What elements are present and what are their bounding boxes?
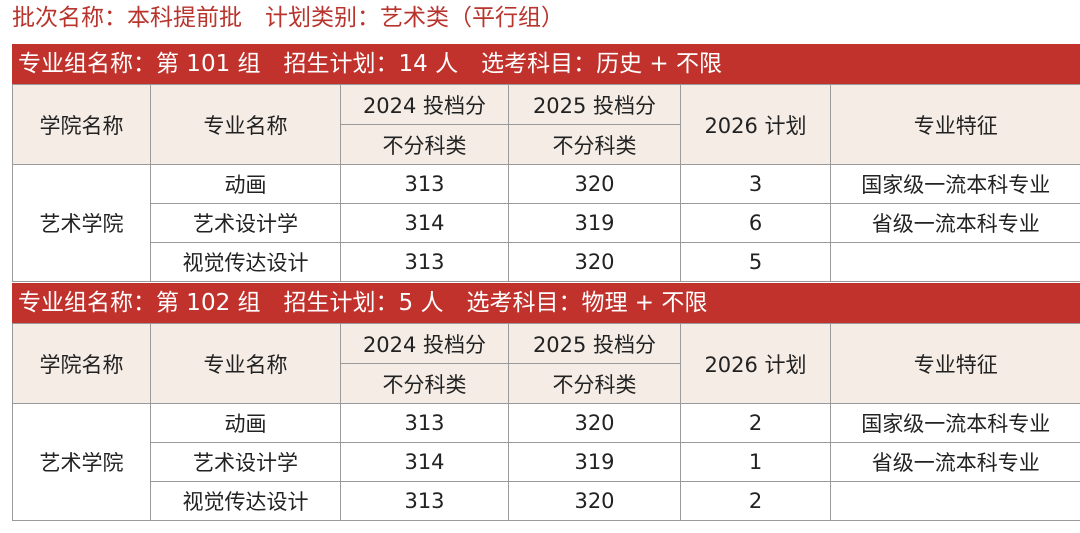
cell: 艺术设计学 — [150, 203, 341, 243]
cell: 320 — [508, 481, 681, 521]
header-cell: 学院名称 — [12, 84, 151, 165]
cell: 320 — [508, 164, 681, 204]
cell: 2 — [680, 403, 831, 443]
header-cell: 2026 计划 — [680, 323, 831, 404]
group-title: 专业组名称：第 102 组 招生计划：5 人 选考科目：物理 + 不限 — [12, 283, 1080, 323]
header-cell: 2026 计划 — [680, 84, 831, 165]
cell: 3 — [680, 164, 831, 204]
cell: 1 — [680, 442, 831, 482]
cell: 314 — [340, 442, 509, 482]
cell: 国家级一流本科专业 — [830, 164, 1080, 204]
data-row: 视觉传达设计 313 320 2 — [13, 481, 1080, 521]
table: 学院名称 专业名称 2024 投档分 2025 投档分 2026 计划 专业特征 不分科类不… — [12, 323, 1080, 521]
cell: 5 — [680, 242, 831, 282]
data-row: 视觉传达设计 313 320 5 — [13, 242, 1080, 282]
data-row: 艺术学院 动画 313 320 3 国家级一流本科专业 — [12, 164, 1080, 282]
data-row: 艺术学院 动画 313 320 2 国家级一流本科专业 — [12, 403, 1080, 521]
header-cell: 专业特征 — [830, 323, 1080, 404]
header-cell: 专业名称 — [150, 323, 341, 404]
table: 学院名称 专业名称 2024 投档分 2025 投档分 2026 计划 专业特征 不分科类不… — [12, 84, 1080, 282]
cell: 313 — [340, 481, 509, 521]
page-title: 批次名称：本科提前批 计划类别：艺术类（平行组） — [12, 5, 564, 31]
header-cell: 2025 投档分 — [508, 323, 681, 364]
group: 专业组名称：第 102 组 招生计划：5 人 选考科目：物理 + 不限 学院名称专… — [12, 283, 1080, 521]
header-cell: 专业特征 — [830, 84, 1080, 165]
data-row: 艺术设计学 314 319 6 省级一流本科专业 — [13, 203, 1080, 243]
cell: 视觉传达设计 — [150, 242, 341, 282]
cell: 视觉传达设计 — [150, 481, 341, 521]
cell: 319 — [508, 203, 681, 243]
cell: 314 — [340, 203, 509, 243]
cell: 省级一流本科专业 — [830, 442, 1080, 482]
cell: 2 — [680, 481, 831, 521]
header-cell: 2024 投档分 — [340, 323, 509, 364]
cell: 国家级一流本科专业 — [830, 403, 1080, 443]
cell: 320 — [508, 403, 681, 443]
header-cell: 学院名称 — [12, 323, 151, 404]
header-cell: 不分科类 — [508, 124, 681, 165]
cell: 艺术设计学 — [150, 442, 341, 482]
college-cell: 艺术学院 — [12, 403, 151, 521]
data-row: 艺术设计学 314 319 1 省级一流本科专业 — [13, 442, 1080, 482]
group-title: 专业组名称：第 101 组 招生计划：14 人 选考科目：历史 + 不限 — [12, 44, 1080, 84]
cell — [830, 242, 1080, 282]
header-row: 不分科类 不分科类 — [13, 363, 1080, 404]
cell: 313 — [340, 242, 509, 282]
header-row: 学院名称 专业名称 2024 投档分 2025 投档分 2026 计划 专业特征 — [12, 84, 1080, 165]
college-cell: 艺术学院 — [12, 164, 151, 282]
cell: 313 — [340, 403, 509, 443]
group: 专业组名称：第 101 组 招生计划：14 人 选考科目：历史 + 不限 学院名称… — [12, 44, 1080, 282]
cell: 6 — [680, 203, 831, 243]
header-cell: 专业名称 — [150, 84, 341, 165]
cell: 313 — [340, 164, 509, 204]
cell: 319 — [508, 442, 681, 482]
cell: 省级一流本科专业 — [830, 203, 1080, 243]
header-cell: 不分科类 — [508, 363, 681, 404]
header-cell: 不分科类 — [340, 363, 509, 404]
header-row: 学院名称 专业名称 2024 投档分 2025 投档分 2026 计划 专业特征 — [12, 323, 1080, 404]
cell — [830, 481, 1080, 521]
header-cell: 2024 投档分 — [340, 84, 509, 125]
header-row: 不分科类 不分科类 — [13, 124, 1080, 165]
cell: 动画 — [150, 403, 341, 443]
header-cell: 不分科类 — [340, 124, 509, 165]
header-cell: 2025 投档分 — [508, 84, 681, 125]
cell: 320 — [508, 242, 681, 282]
cell: 动画 — [150, 164, 341, 204]
